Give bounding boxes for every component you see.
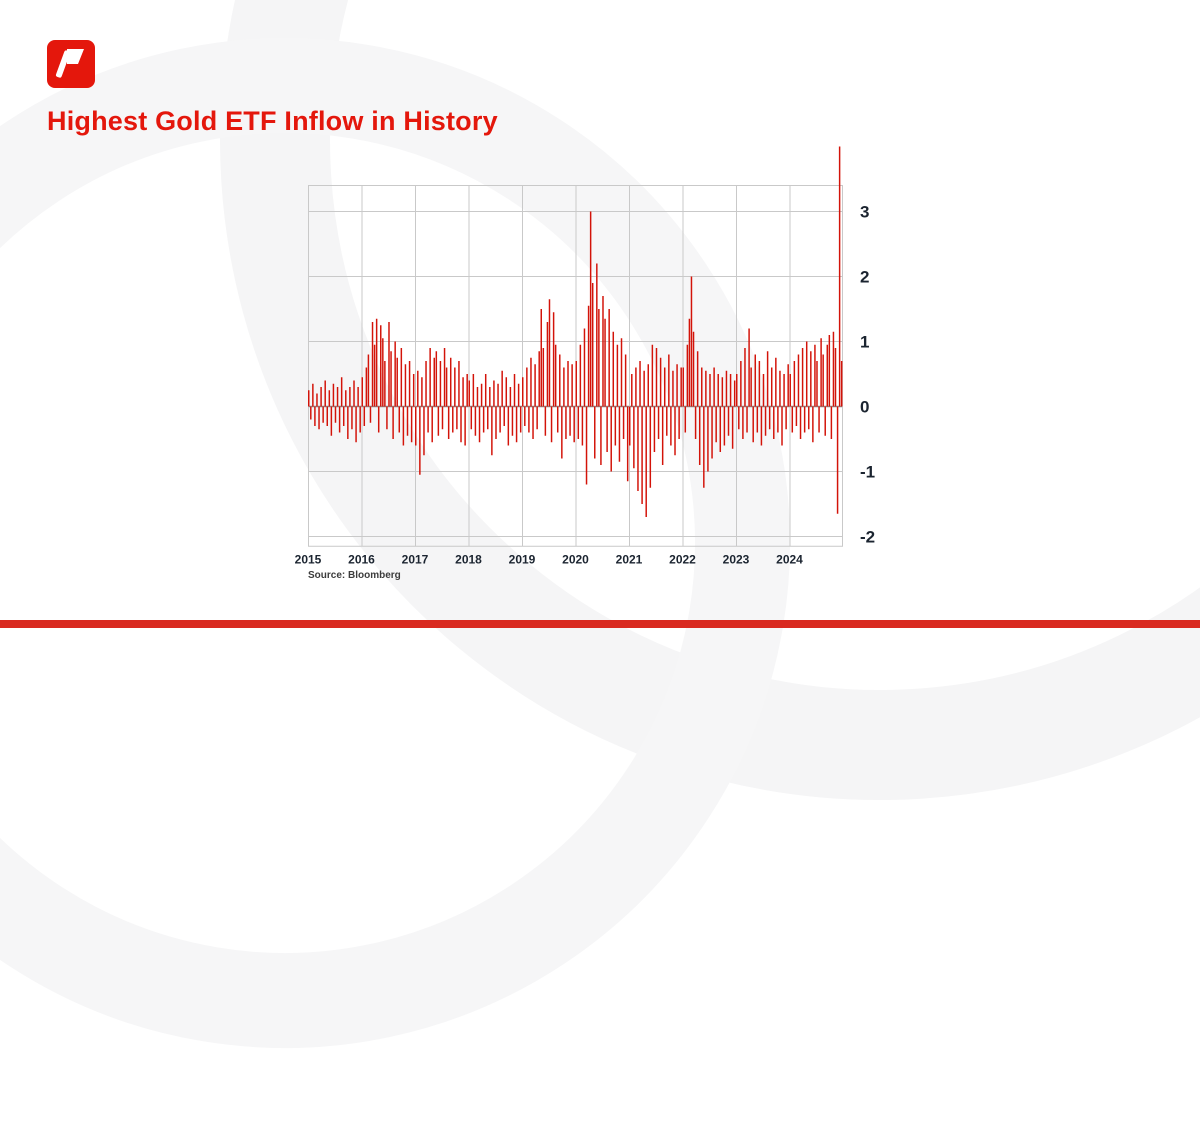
gridlines — [308, 185, 843, 547]
x-axis-label: 2019 — [509, 552, 536, 566]
etf-flow-bar-chart: 3 2 1 0 -1 -2 2015 2016 2017 2018 2019 2020 2021 2022… — [295, 146, 875, 566]
brand-logo — [47, 40, 95, 88]
y-axis-label: -2 — [860, 528, 875, 547]
x-axis-label: 2018 — [455, 552, 482, 566]
y-axis-label: 3 — [860, 203, 869, 222]
y-axis-label: 0 — [860, 398, 869, 417]
pennant-logo-icon — [47, 40, 95, 88]
x-axis-label: 2016 — [348, 552, 375, 566]
gold-etf-flow-chart: 3 2 1 0 -1 -2 2015 2016 2017 2018 2019 2020 2021 2022… — [295, 140, 948, 585]
x-axis-label: 2015 — [295, 552, 322, 566]
y-axis-label: 1 — [860, 333, 869, 352]
x-axis-label: 2023 — [723, 552, 750, 566]
x-axis-label: 2021 — [616, 552, 643, 566]
x-axis-label: 2022 — [669, 552, 696, 566]
y-axis-label: 2 — [860, 268, 869, 287]
footer-accent-strip — [0, 620, 1200, 628]
source-note: Source: Bloomberg — [308, 570, 401, 581]
page-title: Highest Gold ETF Inflow in History — [47, 106, 498, 136]
x-axis-label: 2024 — [776, 552, 803, 566]
flow-bars — [308, 146, 843, 517]
x-axis-label: 2017 — [402, 552, 429, 566]
y-axis-label: -1 — [860, 463, 875, 482]
x-axis-label: 2020 — [562, 552, 589, 566]
plot-frame — [308, 185, 843, 547]
